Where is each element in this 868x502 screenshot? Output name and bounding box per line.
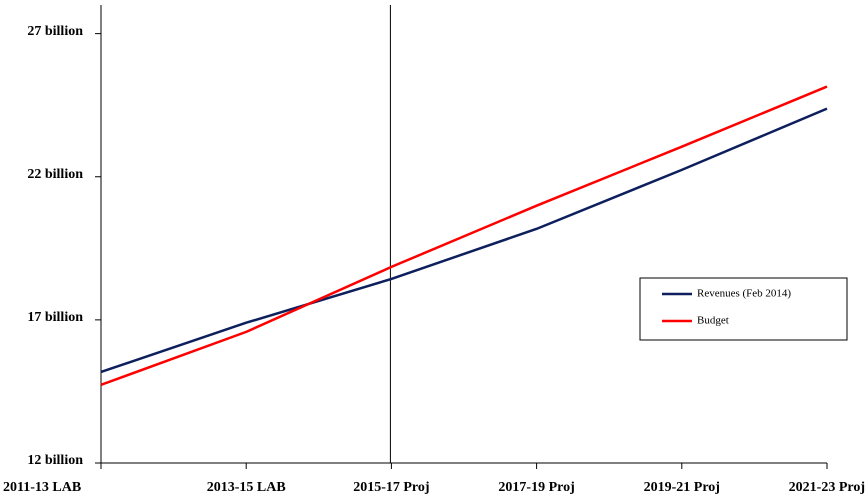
series-line bbox=[100, 107, 828, 374]
y-tick-label: 12 billion bbox=[27, 453, 83, 468]
legend-label: Revenues (Feb 2014) bbox=[697, 288, 791, 300]
series-line bbox=[100, 85, 828, 387]
x-tick-label: 2013-15 LAB bbox=[207, 480, 286, 495]
x-tick-label: 2021-23 Proj bbox=[789, 480, 865, 495]
x-tick-label: 2015-17 Proj bbox=[353, 480, 429, 495]
legend-box bbox=[639, 277, 848, 341]
y-tick-label: 27 billion bbox=[27, 24, 83, 39]
legend-label: Budget bbox=[697, 315, 729, 327]
y-tick-label: 22 billion bbox=[27, 167, 83, 182]
x-tick-label: 2017-19 Proj bbox=[498, 480, 574, 495]
y-tick-label: 17 billion bbox=[27, 310, 83, 325]
x-tick-label: 2019-21 Proj bbox=[644, 480, 720, 495]
x-tick-label: 2011-13 LAB bbox=[3, 480, 81, 495]
